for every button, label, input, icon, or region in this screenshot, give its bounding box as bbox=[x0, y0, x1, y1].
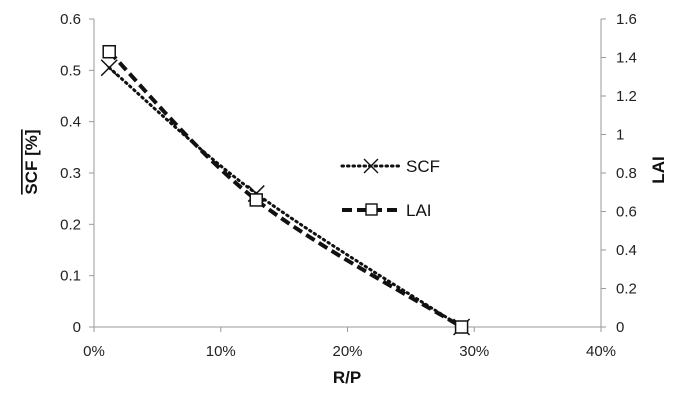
legend-item-scf: SCF bbox=[340, 157, 440, 176]
legend-lai-label: LAI bbox=[406, 201, 432, 220]
y-tick-label: 0.2 bbox=[60, 216, 81, 233]
x-tick-label: 40% bbox=[586, 343, 616, 360]
x-tick-label: 20% bbox=[332, 343, 362, 360]
y2-tick-label: 0.8 bbox=[616, 165, 637, 182]
y2-tick-label: 1.2 bbox=[616, 88, 637, 105]
y2-tick-label: 0.6 bbox=[616, 204, 637, 221]
y2-tick-label: 1.4 bbox=[616, 50, 637, 67]
legend-scf-label: SCF bbox=[406, 157, 440, 176]
point-lai bbox=[249, 193, 263, 207]
y2-tick-label: 0.2 bbox=[616, 281, 637, 298]
y2-tick-label: 0 bbox=[616, 319, 624, 336]
legend-item-lai: LAI bbox=[342, 201, 432, 220]
y2-tick-label: 0.4 bbox=[616, 242, 637, 259]
y-tick-label: 0.3 bbox=[60, 165, 81, 182]
point-lai bbox=[102, 44, 116, 59]
x-tick-label: 30% bbox=[459, 343, 489, 360]
x-axis-title: R/P bbox=[333, 368, 361, 387]
y-tick-label: 0 bbox=[73, 319, 81, 336]
legend: SCF LAI bbox=[340, 157, 440, 220]
legend-scf-marker bbox=[363, 158, 379, 174]
point-scf bbox=[100, 59, 118, 77]
legend-lai-marker bbox=[365, 203, 378, 216]
x-tick-label: 0% bbox=[83, 343, 105, 360]
y-tick-label: 0.4 bbox=[60, 114, 81, 131]
ticks-layer: 0% 10% 20% 30% 40%00.10.20.30.40.50.600.20.4… bbox=[60, 11, 637, 360]
y-axis-title: SCF [%] bbox=[22, 129, 41, 194]
y-tick-label: 0.6 bbox=[60, 11, 81, 28]
series-layer bbox=[100, 44, 471, 336]
y-tick-label: 0.1 bbox=[60, 268, 81, 285]
y2-tick-label: 1.6 bbox=[616, 11, 637, 28]
y2-axis-title: LAI bbox=[649, 156, 668, 183]
x-tick-label: 10% bbox=[206, 343, 236, 360]
series-line-lai bbox=[107, 50, 463, 329]
y-tick-label: 0.5 bbox=[60, 62, 81, 79]
y2-tick-label: 1 bbox=[616, 127, 624, 144]
point-lai bbox=[454, 320, 469, 334]
